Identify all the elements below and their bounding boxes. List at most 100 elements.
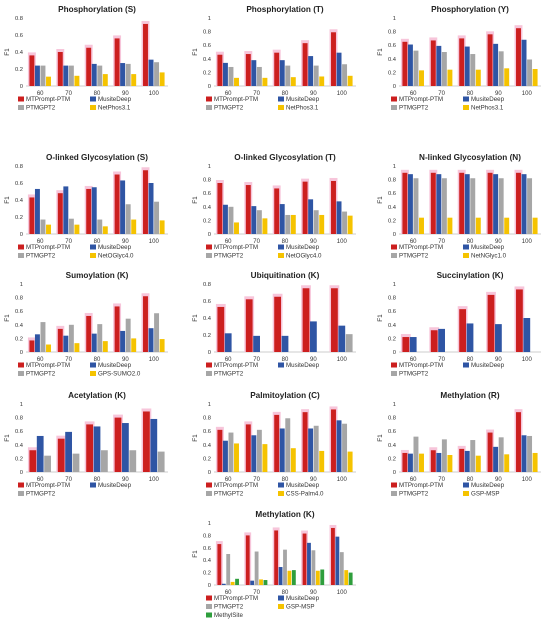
bar (523, 318, 531, 352)
y-tick-label: 1 (208, 402, 211, 408)
bar (464, 46, 470, 86)
bar (102, 74, 108, 86)
x-tick-label: 80 (282, 239, 289, 245)
bar (143, 170, 148, 234)
legend-swatch (18, 253, 24, 258)
y-tick-label: 0.2 (203, 70, 211, 76)
x-tick-label: 100 (522, 477, 533, 483)
legend-label: PTMGPT2 (214, 491, 244, 498)
bar (407, 453, 413, 472)
bar (157, 451, 165, 472)
bar (527, 435, 533, 472)
x-tick-label: 70 (438, 477, 445, 483)
chart-svg: O-linked Glycosylation (S) F1 0 0.2 0.4 0.6 0.… (4, 153, 168, 260)
x-tick-label: 100 (337, 590, 348, 596)
legend-swatch (463, 105, 469, 110)
y-tick-label: 0 (208, 84, 211, 90)
bar (159, 72, 165, 86)
x-tick-label: 80 (282, 357, 289, 363)
legend-swatch (206, 595, 212, 601)
bar (245, 185, 251, 234)
bar (516, 412, 521, 472)
y-tick-label: 0.6 (388, 429, 396, 435)
chart-panel: Phosphorylation (S) F1 0 0.2 0.4 0.6 0.8 60 70 80… (2, 2, 172, 120)
x-tick-label: 70 (65, 91, 72, 97)
bar (527, 59, 533, 86)
bar (342, 211, 348, 234)
bar (57, 328, 63, 352)
bar (274, 530, 279, 585)
y-tick-label: 0 (208, 470, 211, 476)
legend-swatch (391, 244, 397, 250)
y-tick-label: 0.6 (388, 43, 396, 49)
y-tick-label: 1 (393, 164, 396, 170)
bar (46, 344, 51, 352)
y-tick-label: 0.8 (388, 296, 396, 302)
x-tick-label: 70 (253, 477, 260, 483)
chart-title: Methylation (K) (255, 510, 314, 519)
legend-label: MusiteDeep (471, 482, 505, 489)
bar (342, 423, 348, 472)
x-tick-label: 60 (410, 477, 417, 483)
legend-label: MusiteDeep (286, 362, 320, 369)
y-tick-label: 0.2 (203, 333, 211, 339)
bar (285, 65, 291, 86)
bar (245, 424, 251, 472)
legend-label: MTPrompt-PTM (214, 482, 258, 489)
chart-svg: O-linked Glycosylation (T) F1 0 0.2 0.4 0.6 0.… (192, 153, 356, 260)
bar (63, 186, 69, 234)
bar (413, 50, 419, 86)
bar (441, 439, 447, 472)
legend-label: MTPrompt-PTM (399, 96, 443, 103)
bar (68, 218, 74, 234)
y-tick-label: 1 (208, 16, 211, 22)
legend-swatch (18, 96, 24, 102)
bar (120, 330, 126, 352)
x-tick-label: 80 (94, 357, 101, 363)
bar (291, 570, 296, 585)
legend-label: NetNGlyc1.0 (471, 253, 507, 260)
legend-swatch (18, 371, 24, 376)
bar (40, 219, 46, 234)
bar (336, 201, 342, 234)
legend-label: MTPrompt-PTM (26, 96, 70, 103)
y-axis-label: F1 (4, 314, 11, 322)
legend-label: PTMGPT2 (26, 491, 56, 498)
chart-panel: Phosphorylation (T) F1 0 0.2 0.4 0.6 0.8 1 60 70 8… (190, 2, 360, 120)
chart-panel: O-linked Glycosylation (T) F1 0 0.2 0.4 0.6 0.… (190, 150, 360, 268)
x-tick-label: 60 (225, 239, 232, 245)
bar (475, 455, 481, 472)
bar (532, 217, 538, 234)
x-tick-label: 80 (94, 477, 101, 483)
x-tick-label: 90 (310, 91, 317, 97)
bar (46, 224, 51, 234)
bar (253, 335, 260, 352)
legend-swatch (391, 362, 397, 368)
bar (521, 435, 527, 472)
y-axis-label: F1 (192, 314, 199, 322)
bar (493, 174, 499, 234)
bar (251, 206, 257, 234)
chart-svg: Ubiquitination (K) F1 0 0.2 0.4 0.6 0.8 60 70 80 9… (192, 271, 356, 378)
y-tick-label: 0.4 (203, 443, 212, 449)
bar (283, 549, 287, 585)
bar (464, 450, 470, 472)
legend-label: PTMGPT2 (26, 371, 56, 378)
bar (493, 43, 499, 86)
bar (487, 432, 493, 472)
bar (143, 23, 148, 86)
chart-panel: Palmitoylation (C) F1 0 0.2 0.4 0.6 0.8 1 60 70 80… (190, 388, 360, 506)
bar (125, 63, 131, 86)
chart-svg: Phosphorylation (T) F1 0 0.2 0.4 0.6 0.8 1 60 70 8… (192, 5, 356, 112)
x-tick-label: 60 (37, 239, 44, 245)
legend-swatch (278, 595, 284, 601)
x-tick-label: 80 (467, 357, 474, 363)
bar (407, 44, 413, 86)
bar (311, 550, 316, 585)
bar (74, 75, 80, 86)
bar (290, 214, 296, 234)
chart-svg: Succinylation (K) F1 0 0.2 0.4 0.6 0.8 1 60 70 80 9… (377, 271, 541, 378)
legend-label: PTMGPT2 (399, 253, 429, 260)
bar (250, 580, 255, 585)
